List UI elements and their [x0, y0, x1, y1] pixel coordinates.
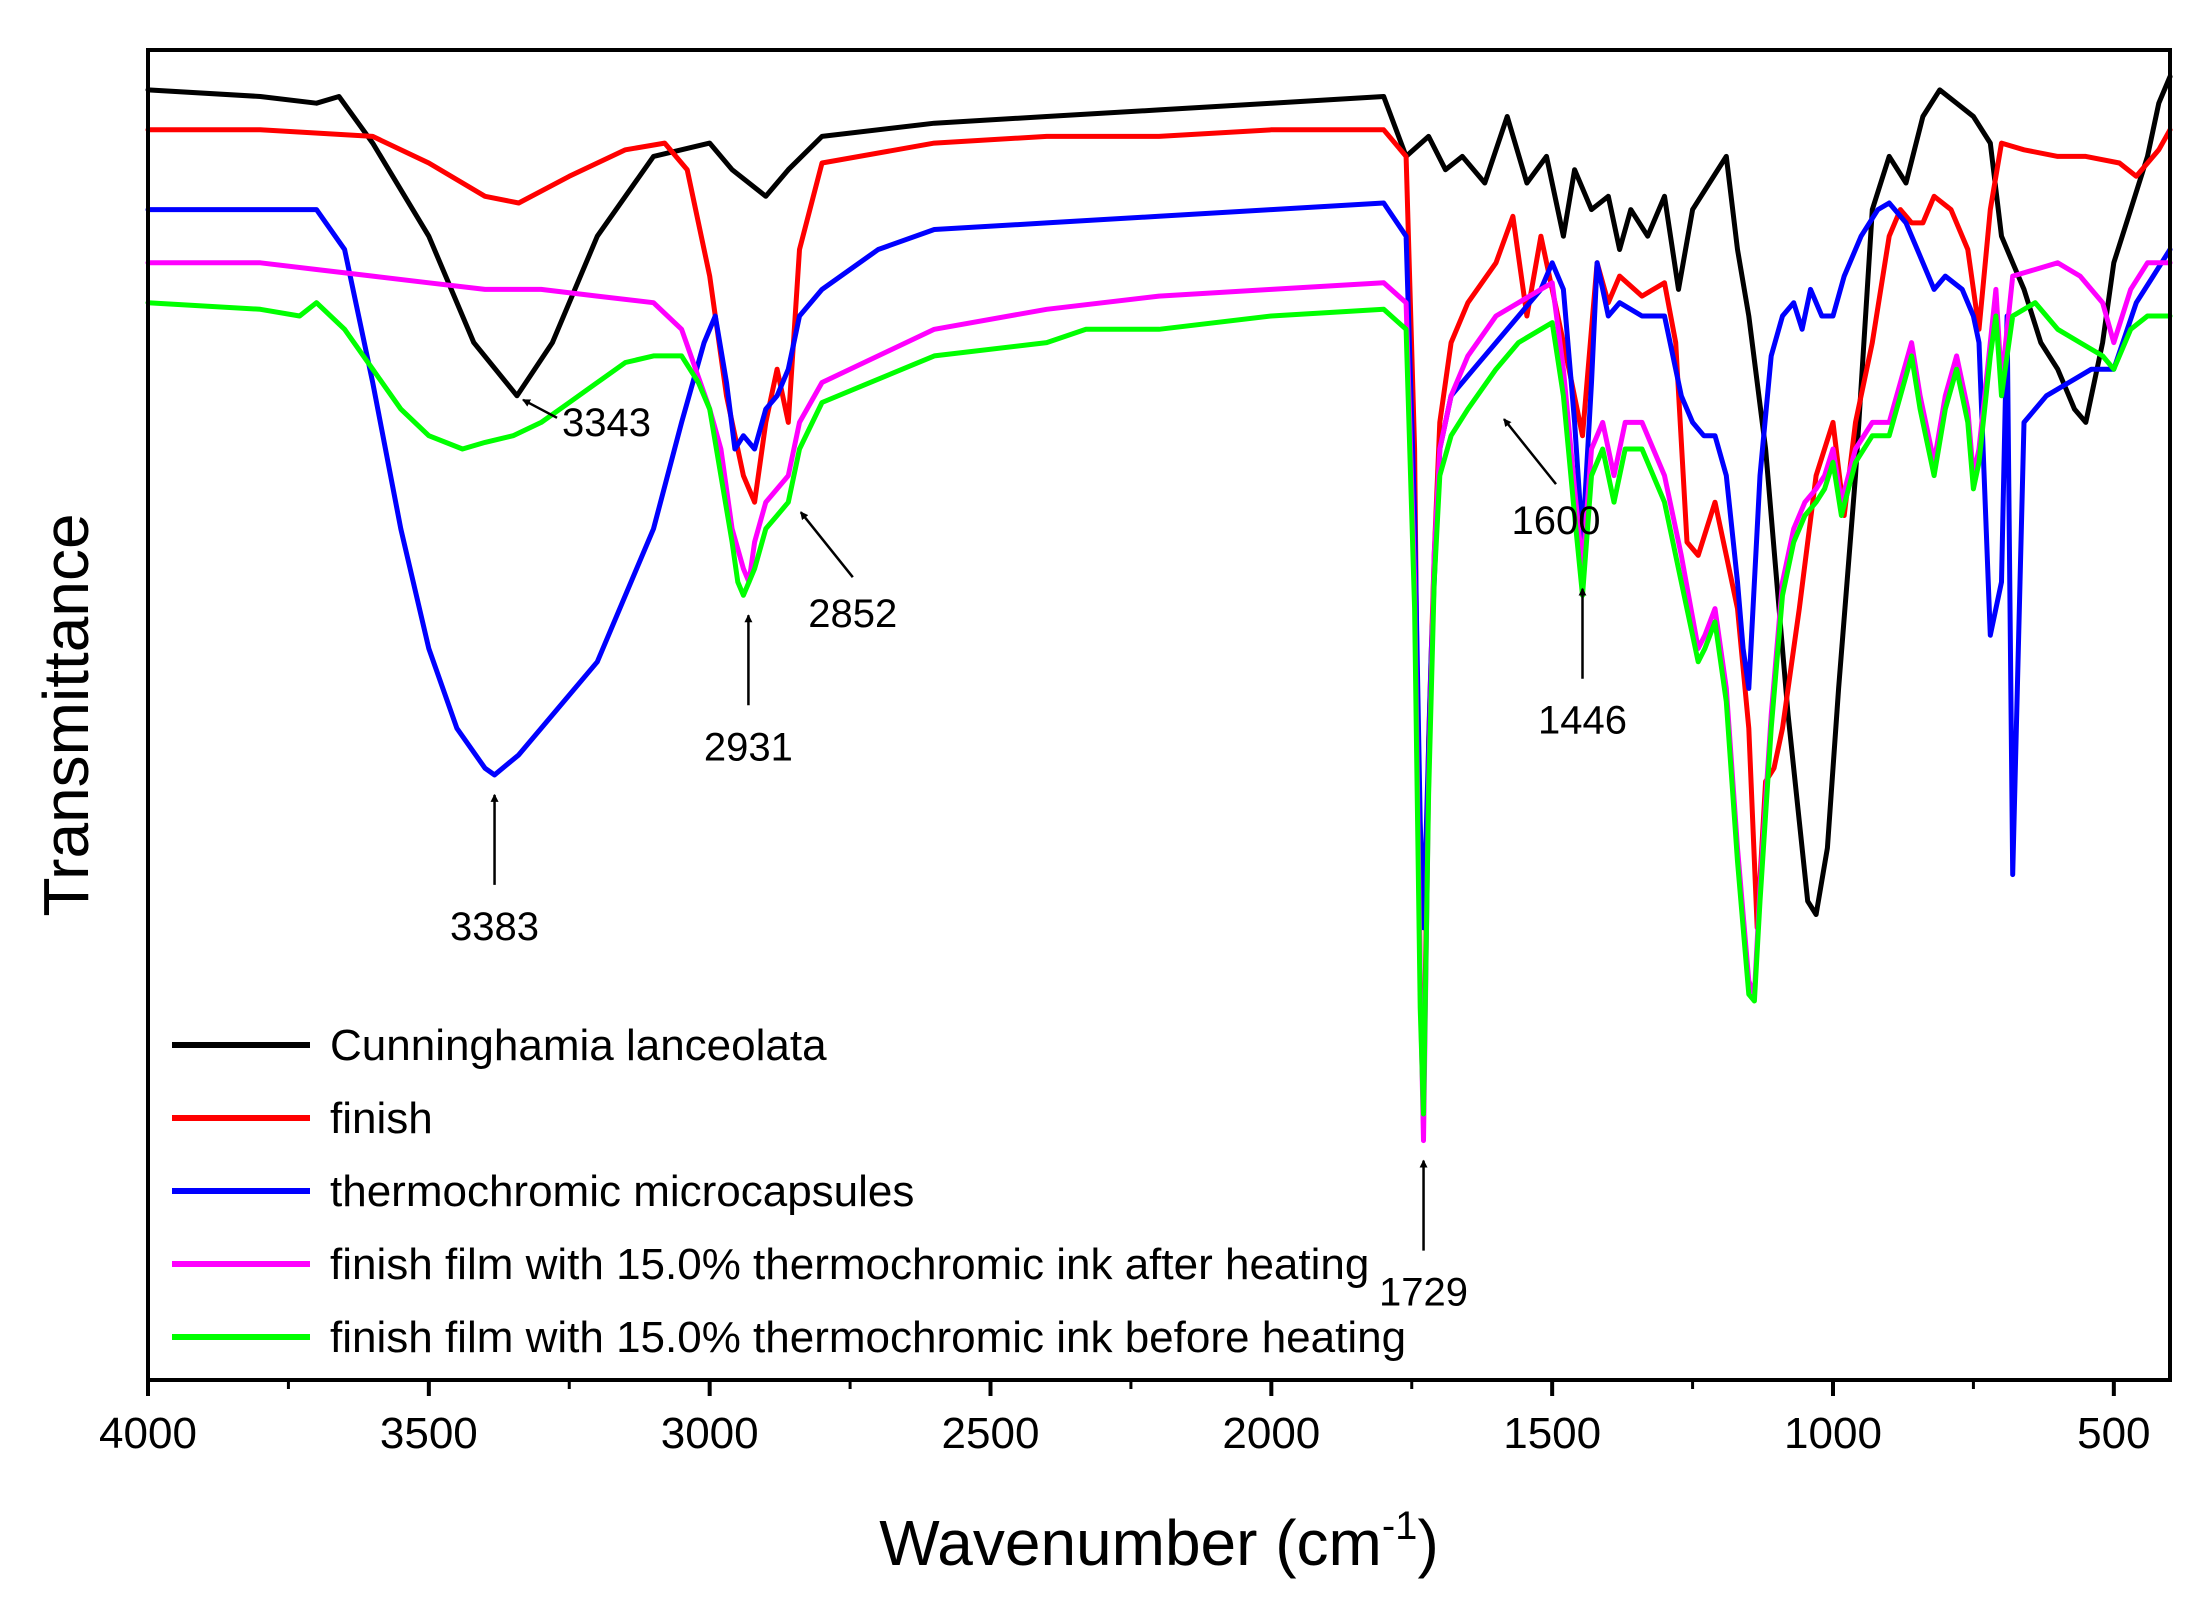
plot-frame: [146, 48, 2172, 1382]
peak-annotations: 3343 3383 2931 2852 1729 1600 1446: [450, 398, 1627, 1315]
x-axis-title-end: ): [1417, 1507, 1438, 1579]
peak-label-2931: 2931: [704, 725, 793, 769]
y-axis-title: Transmittance: [30, 513, 102, 916]
series-line-4: [145, 260, 2173, 1144]
x-tick-label: 1500: [1503, 1409, 1601, 1458]
legend-label-4: finish film with 15.0% thermochromic ink…: [330, 1240, 1369, 1289]
legend-label-2: finish: [330, 1094, 433, 1143]
x-tick-label: 3500: [380, 1409, 478, 1458]
annotation-arrow: [522, 398, 558, 419]
peak-label-3383: 3383: [450, 905, 539, 949]
series-line-5: [145, 300, 2173, 1117]
legend: Cunninghamia lanceolata finish thermochrom…: [172, 1021, 1406, 1362]
x-tick-label: 2500: [942, 1409, 1040, 1458]
series-layer: [145, 74, 2173, 1144]
series-line-2: [145, 127, 2173, 1117]
peak-label-2852: 2852: [808, 592, 897, 636]
series-line-1: [145, 74, 2173, 917]
x-axis-ticks: 4000 3500 3000 2500 2000 1500 1000 500: [99, 1380, 2151, 1458]
legend-label-3: thermochromic microcapsules: [330, 1167, 914, 1216]
annotation-arrow: [1503, 418, 1557, 485]
series-line-3: [145, 200, 2173, 931]
x-axis-title: Wavenumber (cm-1): [879, 1504, 1439, 1579]
legend-label-5: finish film with 15.0% thermochromic ink…: [330, 1313, 1406, 1362]
x-tick-label: 3000: [661, 1409, 759, 1458]
x-tick-label: 500: [2077, 1409, 2150, 1458]
peak-label-3343: 3343: [562, 401, 651, 445]
x-tick-label: 4000: [99, 1409, 197, 1458]
peak-label-1729: 1729: [1379, 1271, 1468, 1315]
x-axis-title-sup: -1: [1382, 1504, 1418, 1548]
peak-label-1600: 1600: [1512, 499, 1601, 543]
x-axis-title-main: Wavenumber (cm: [879, 1507, 1382, 1579]
x-tick-label: 1000: [1784, 1409, 1882, 1458]
legend-label-1: Cunninghamia lanceolata: [330, 1021, 827, 1070]
annotation-arrow: [799, 511, 854, 578]
peak-label-1446: 1446: [1538, 699, 1627, 743]
x-tick-label: 2000: [1222, 1409, 1320, 1458]
